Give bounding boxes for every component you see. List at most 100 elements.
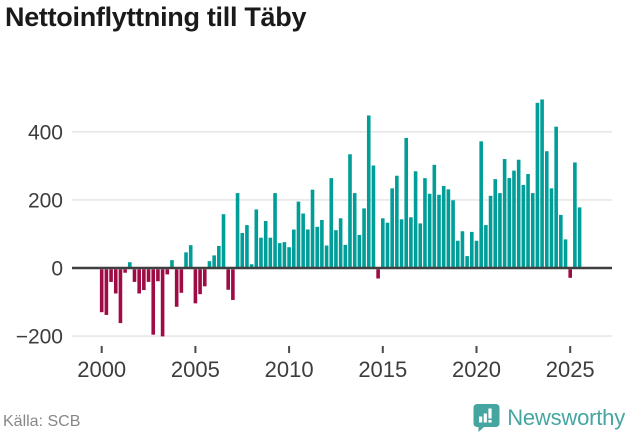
bar-positive <box>170 260 174 268</box>
bar-positive <box>549 188 554 268</box>
bar-positive <box>559 214 563 268</box>
bar-positive <box>474 240 479 268</box>
y-tick-label: 400 <box>28 121 63 144</box>
newsworthy-logo-icon <box>473 404 500 432</box>
bar-positive <box>263 221 268 268</box>
bar-positive <box>287 247 291 268</box>
bar-negative <box>151 269 156 335</box>
bar-positive <box>399 219 404 268</box>
bar-positive <box>498 193 502 268</box>
bar-negative <box>165 269 170 275</box>
bar-positive <box>437 194 441 268</box>
bar-positive <box>245 225 249 268</box>
logo-exclamation-bar <box>488 408 492 419</box>
bar-positive <box>315 226 320 268</box>
bar-positive <box>451 200 455 268</box>
bar-positive <box>455 240 460 268</box>
bar-negative <box>146 269 151 282</box>
bar-negative <box>104 269 109 315</box>
bar-positive <box>479 141 483 268</box>
bar-positive <box>249 264 254 268</box>
bar-positive <box>338 218 343 268</box>
bar-positive <box>254 209 259 268</box>
x-tick-label: 2010 <box>265 357 314 382</box>
bar-positive <box>301 213 305 268</box>
bar-negative <box>198 269 202 295</box>
bar-positive <box>188 245 193 268</box>
bar-positive <box>306 229 310 268</box>
newsworthy-logo: Newsworthy <box>473 401 625 435</box>
bar-negative <box>160 269 165 337</box>
bar-negative <box>113 269 118 294</box>
bar-positive <box>493 179 498 268</box>
bar-positive <box>212 255 216 268</box>
y-tick-label: −200 <box>16 326 63 349</box>
bar-positive <box>268 237 273 268</box>
logo-exclamation-dot <box>488 420 492 423</box>
bar-negative <box>99 269 104 313</box>
bar-negative <box>193 269 198 304</box>
bar-negative <box>132 269 137 282</box>
x-tick-label: 2020 <box>452 357 501 382</box>
bar-positive <box>484 225 488 268</box>
bar-positive <box>470 231 474 268</box>
x-axis: 2000 2005 2010 2015 2020 2025 <box>77 346 595 382</box>
bar-positive <box>577 207 582 268</box>
bar-positive <box>259 237 263 268</box>
bar-negative <box>109 269 113 282</box>
y-tick-label: 0 <box>51 258 63 281</box>
bar-positive <box>310 189 315 269</box>
bar-positive <box>488 195 493 268</box>
bar-positive <box>217 245 221 268</box>
chart-title: Nettoinflyttning till Täby <box>5 2 307 32</box>
bar-positive <box>385 222 390 268</box>
bar-negative <box>568 269 572 278</box>
bar-positive <box>221 214 226 268</box>
bar-positive <box>128 262 132 268</box>
x-tick-label: 2025 <box>546 357 595 382</box>
bar-positive <box>184 252 188 268</box>
source-label: Källa: SCB <box>3 413 81 430</box>
bar-positive <box>352 193 357 268</box>
newsworthy-logo-text: Newsworthy <box>507 405 625 430</box>
logo-bar-small <box>479 416 483 423</box>
bar-positive <box>563 239 568 268</box>
bars <box>99 99 582 337</box>
bar-positive <box>395 175 399 268</box>
bar-positive <box>432 164 437 268</box>
bar-negative <box>142 269 146 291</box>
bar-positive <box>441 185 446 268</box>
bar-positive <box>573 162 577 268</box>
y-tick-label: 200 <box>28 189 63 212</box>
bar-positive <box>512 170 516 268</box>
bar-positive <box>460 231 465 268</box>
bar-positive <box>535 102 540 268</box>
bar-positive <box>343 244 348 268</box>
bar-negative <box>231 269 235 300</box>
y-axis-labels: 400 200 0 −200 <box>16 121 63 348</box>
bar-positive <box>526 174 530 268</box>
bar-positive <box>235 193 240 268</box>
bar-positive <box>282 242 287 268</box>
bar-positive <box>423 178 427 268</box>
bar-negative <box>202 269 207 287</box>
bar-positive <box>502 159 507 268</box>
bar-positive <box>418 223 423 268</box>
bar-positive <box>357 234 362 268</box>
bar-positive <box>362 208 366 268</box>
bar-positive <box>409 217 413 268</box>
bar-positive <box>291 229 296 268</box>
bar-positive <box>320 219 324 268</box>
bar-negative <box>174 269 179 307</box>
bar-positive <box>296 201 301 268</box>
bar-positive <box>207 261 212 268</box>
bar-positive <box>334 230 338 268</box>
bar-positive <box>465 256 469 268</box>
bar-positive <box>521 184 526 268</box>
bar-negative <box>156 269 160 282</box>
bar-positive <box>516 159 521 268</box>
x-tick-label: 2005 <box>171 357 220 382</box>
logo-bar-medium <box>483 413 488 423</box>
